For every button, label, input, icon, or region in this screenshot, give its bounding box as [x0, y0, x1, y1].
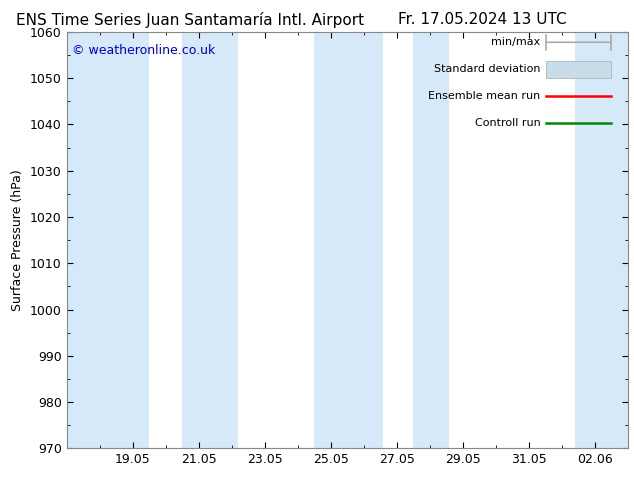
Text: Controll run: Controll run [475, 119, 541, 128]
Bar [67, 32, 149, 448]
Bar [413, 32, 450, 448]
Text: © weatheronline.co.uk: © weatheronline.co.uk [72, 44, 216, 57]
Text: ENS Time Series Juan Santamaría Intl. Airport: ENS Time Series Juan Santamaría Intl. Ai… [16, 12, 365, 28]
Bar [575, 32, 628, 448]
Bar [182, 32, 238, 448]
Y-axis label: Surface Pressure (hPa): Surface Pressure (hPa) [11, 169, 24, 311]
Bar [314, 32, 384, 448]
Text: Standard deviation: Standard deviation [434, 64, 541, 74]
Text: min/max: min/max [491, 37, 541, 47]
Bar [547, 61, 611, 77]
Text: Fr. 17.05.2024 13 UTC: Fr. 17.05.2024 13 UTC [398, 12, 566, 27]
Text: Ensemble mean run: Ensemble mean run [429, 92, 541, 101]
